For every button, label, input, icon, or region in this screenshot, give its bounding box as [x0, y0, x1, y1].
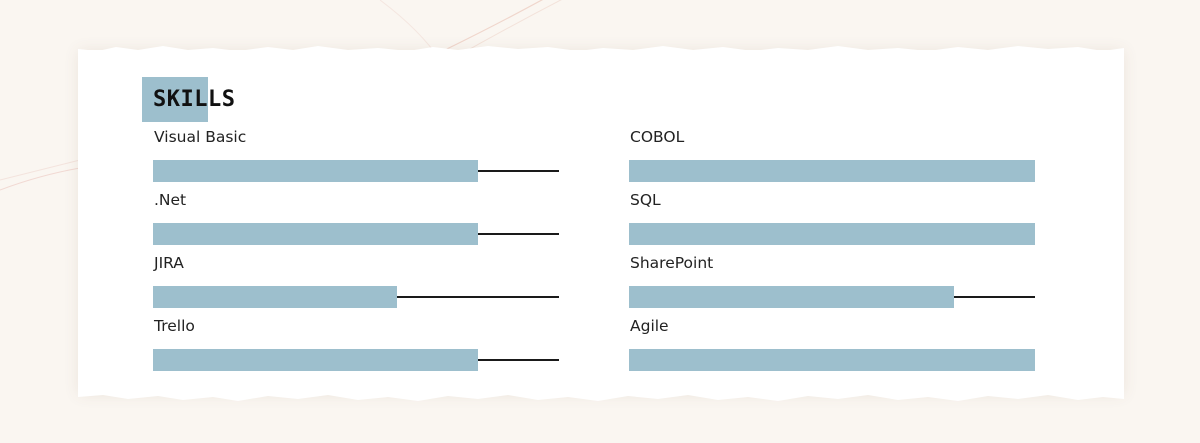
skill-level-bar — [153, 349, 559, 371]
skill-item-dotnet: .Net — [153, 189, 559, 245]
skill-name: COBOL — [630, 128, 685, 146]
section-heading: SKILLS — [142, 77, 236, 122]
skill-item-cobol: COBOL — [629, 126, 1035, 182]
skill-name: JIRA — [154, 254, 184, 272]
section-title: SKILLS — [153, 86, 236, 112]
skills-list: Visual Basic COBOL .Net SQL — [153, 126, 1035, 371]
skill-level-fill — [153, 160, 478, 182]
resume-section-card: SKILLS Visual Basic COBOL .Net SQL — [78, 46, 1124, 401]
skill-level-fill — [153, 349, 478, 371]
skill-item-jira: JIRA — [153, 252, 559, 308]
skill-level-bar — [629, 349, 1035, 371]
skill-item-visual-basic: Visual Basic — [153, 126, 559, 182]
skill-level-bar — [153, 286, 559, 308]
skill-level-fill — [629, 223, 1035, 245]
skill-level-fill — [629, 160, 1035, 182]
skill-level-fill — [153, 286, 397, 308]
skill-name: Trello — [154, 317, 195, 335]
skill-level-fill — [629, 349, 1035, 371]
heading-highlight — [142, 77, 208, 122]
skill-name: .Net — [154, 191, 187, 209]
skill-level-bar — [629, 223, 1035, 245]
skill-level-bar — [153, 160, 559, 182]
skill-item-agile: Agile — [629, 315, 1035, 371]
skill-level-fill — [629, 286, 954, 308]
skill-name: Agile — [630, 317, 669, 335]
skill-name: SQL — [630, 191, 661, 209]
skill-item-sql: SQL — [629, 189, 1035, 245]
skill-level-bar — [629, 286, 1035, 308]
skill-level-fill — [153, 223, 478, 245]
torn-edge-top — [78, 46, 1124, 58]
skill-level-bar — [153, 223, 559, 245]
skill-item-sharepoint: SharePoint — [629, 252, 1035, 308]
torn-edge-bottom — [78, 389, 1124, 401]
skill-name: SharePoint — [630, 254, 714, 272]
skill-name: Visual Basic — [154, 128, 247, 146]
skill-item-trello: Trello — [153, 315, 559, 371]
skill-level-bar — [629, 160, 1035, 182]
